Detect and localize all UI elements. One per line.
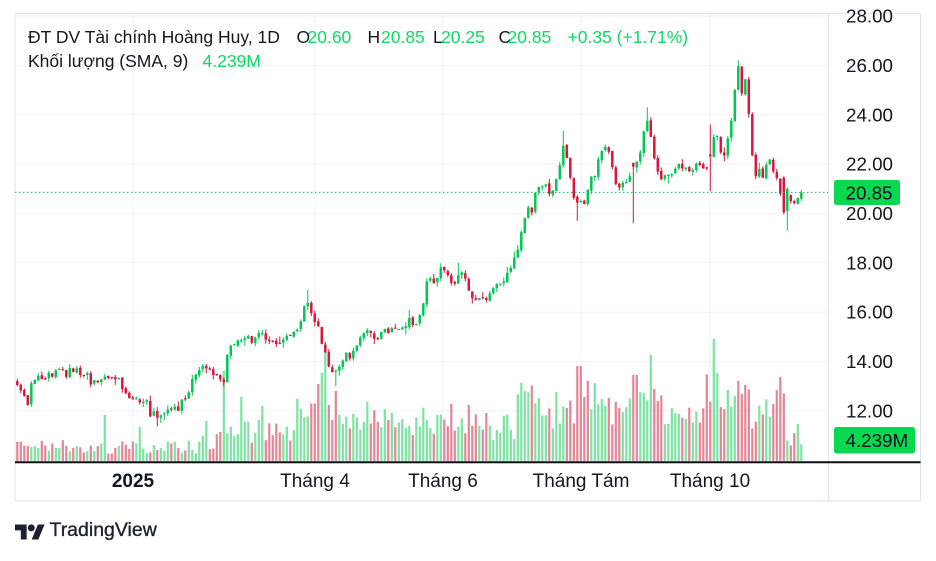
svg-text:20.25: 20.25: [441, 27, 485, 47]
svg-text:12.00: 12.00: [846, 400, 893, 421]
svg-text:L: L: [433, 27, 443, 47]
svg-text:20.85: 20.85: [381, 27, 425, 47]
svg-text:24.00: 24.00: [846, 104, 893, 125]
svg-text:20.85: 20.85: [846, 182, 893, 203]
svg-text:14.00: 14.00: [846, 351, 893, 372]
svg-text:Tháng 6: Tháng 6: [408, 471, 478, 492]
svg-text:Tháng 10: Tháng 10: [670, 471, 750, 492]
svg-text:2025: 2025: [112, 471, 155, 492]
svg-text:O: O: [297, 27, 311, 47]
svg-text:20.85: 20.85: [508, 27, 552, 47]
svg-text:C: C: [499, 27, 512, 47]
svg-text:Tháng 4: Tháng 4: [280, 471, 350, 492]
svg-text:16.00: 16.00: [846, 302, 893, 323]
svg-text:22.00: 22.00: [846, 154, 893, 175]
svg-text:18.00: 18.00: [846, 252, 893, 273]
svg-text:20.60: 20.60: [308, 27, 352, 47]
svg-text:+0.35 (+1.71%): +0.35 (+1.71%): [568, 27, 689, 47]
svg-text:H: H: [368, 27, 381, 47]
svg-text:TradingView: TradingView: [50, 519, 158, 541]
svg-text:20.00: 20.00: [846, 203, 893, 224]
svg-text:28.00: 28.00: [846, 6, 893, 27]
svg-text:Tháng Tám: Tháng Tám: [533, 471, 630, 492]
svg-text:4.239M: 4.239M: [846, 430, 909, 451]
svg-text:4.239M: 4.239M: [203, 51, 261, 71]
svg-text:ĐT DV Tài chính Hoàng Huy, 1D: ĐT DV Tài chính Hoàng Huy, 1D: [28, 27, 280, 47]
svg-text:26.00: 26.00: [846, 55, 893, 76]
svg-text:Khối lượng (SMA, 9): Khối lượng (SMA, 9): [28, 51, 188, 71]
